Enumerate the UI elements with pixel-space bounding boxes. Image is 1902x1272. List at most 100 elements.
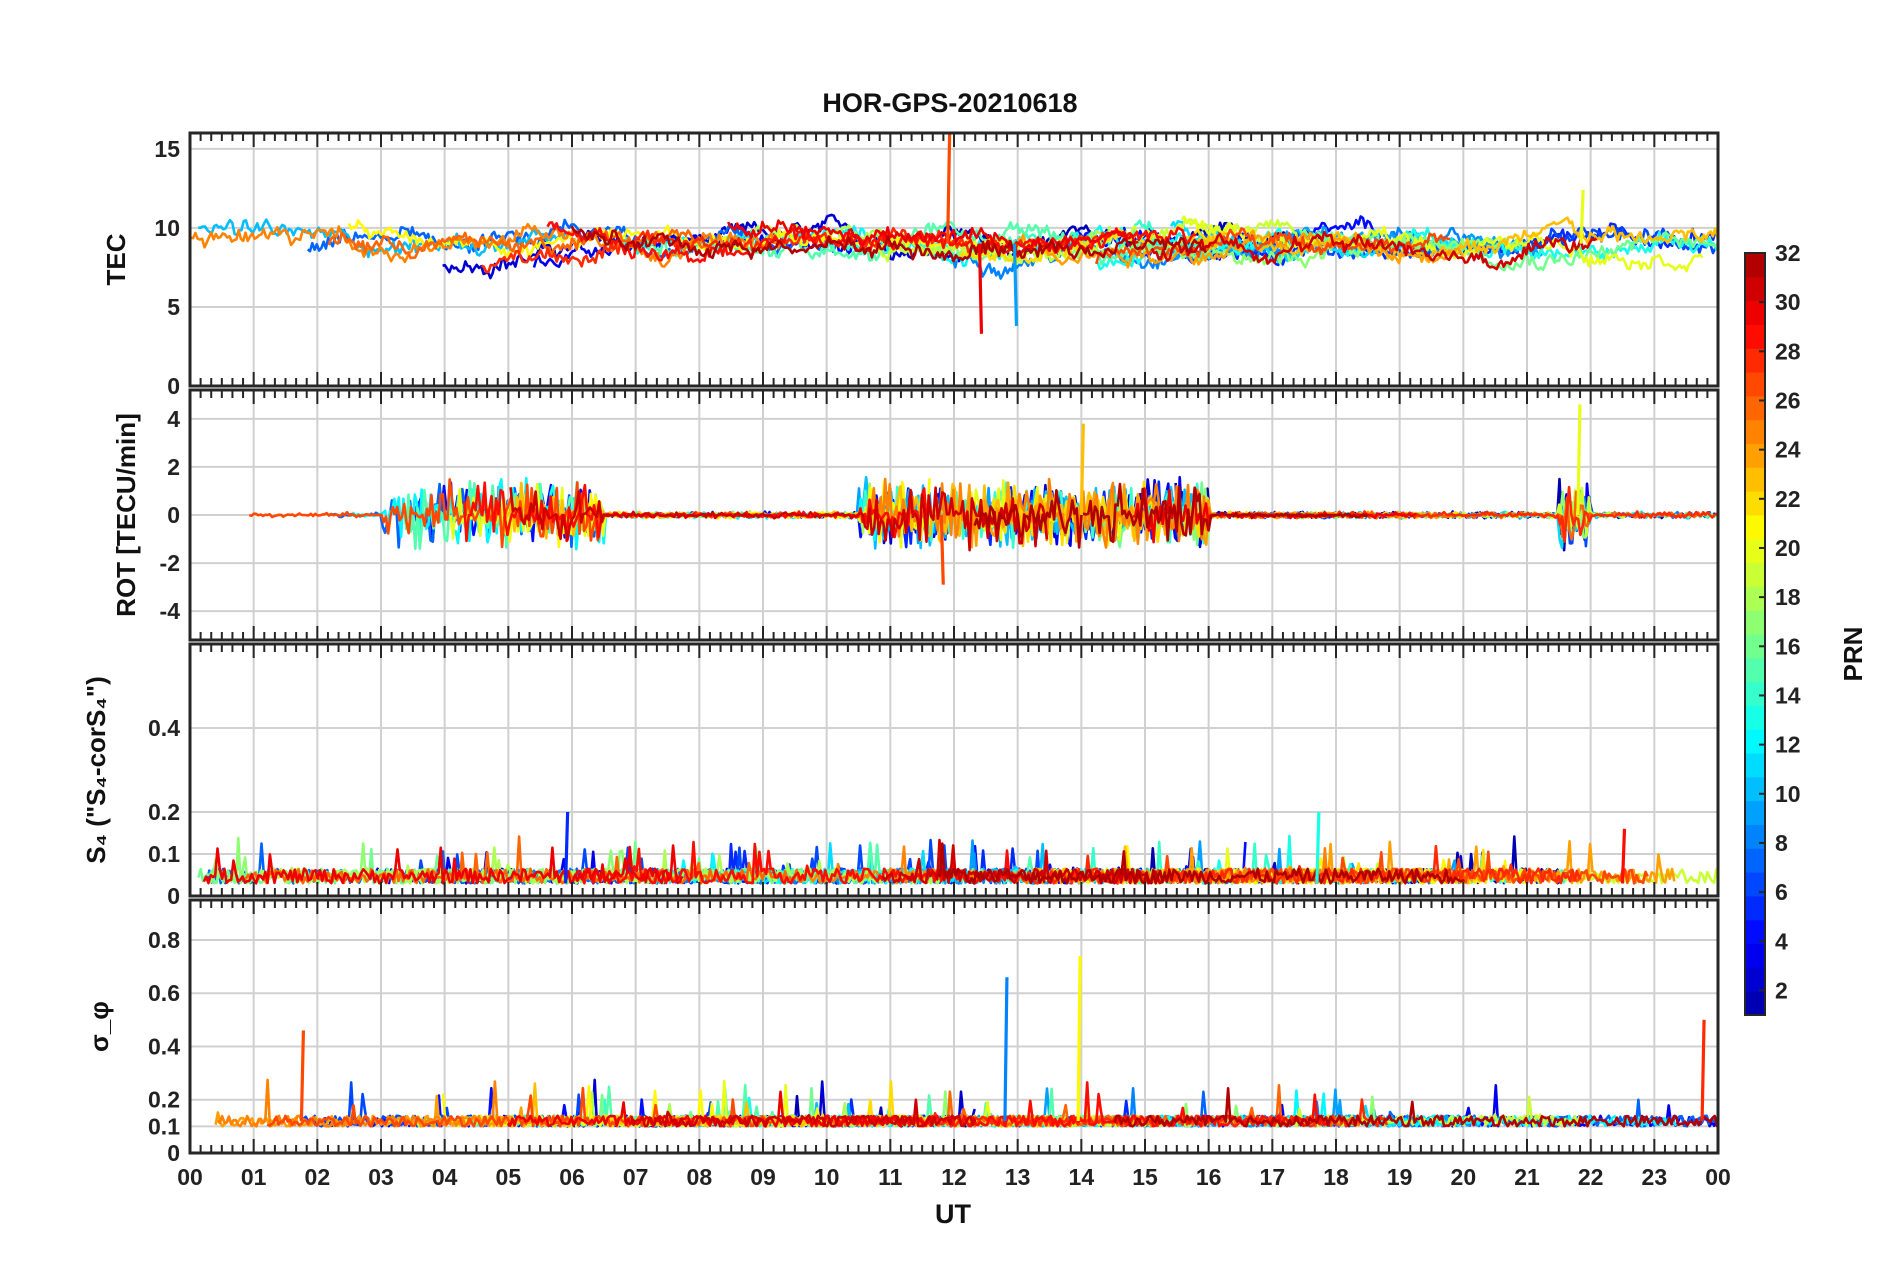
colorbar-segment xyxy=(1745,586,1765,611)
y-tick-label: 0 xyxy=(167,883,180,909)
x-tick-label: 05 xyxy=(496,1164,522,1190)
colorbar-tick-label: 4 xyxy=(1775,928,1788,954)
notable-spike-prn-20 xyxy=(1576,404,1582,516)
prn-28-line xyxy=(911,1098,1389,1128)
colorbar-tick-label: 22 xyxy=(1775,486,1801,512)
y-tick-label: 0 xyxy=(167,502,180,528)
colorbar-segment xyxy=(1745,753,1765,778)
panel-sigma_phi: 00.10.2 0.4 0.6 0.8 σ_φ xyxy=(84,898,1720,1166)
x-tick-label: 12 xyxy=(941,1164,967,1190)
prn-24-line xyxy=(214,1094,568,1128)
x-tick-label: 15 xyxy=(1132,1164,1158,1190)
x-tick-label: 18 xyxy=(1323,1164,1349,1190)
notable-spike-prn-21 xyxy=(1076,955,1082,1122)
colorbar-tick-label: 8 xyxy=(1775,830,1788,856)
colorbar-tick-label: 16 xyxy=(1775,633,1801,659)
notable-spike-prn-8 xyxy=(1003,977,1009,1122)
x-tick-label: 06 xyxy=(559,1164,585,1190)
series-group xyxy=(190,133,1718,334)
x-tick-label: 02 xyxy=(305,1164,331,1190)
x-tick-label: 14 xyxy=(1069,1164,1095,1190)
colorbar-segment xyxy=(1745,848,1765,873)
prn-32-line xyxy=(1113,1087,1718,1128)
panel-rot: -4 -2 0 2 4 ROT [TECU/min] xyxy=(111,388,1720,642)
chart-title: HOR-GPS-20210618 xyxy=(822,88,1077,118)
y-tick-label: 0.1 xyxy=(148,841,180,867)
y-tick-label: 0.2 xyxy=(148,799,180,825)
prn-26-line xyxy=(327,228,712,260)
colorbar-tick-label: 2 xyxy=(1775,977,1788,1003)
prn-28-line xyxy=(997,844,1582,885)
x-tick-label: 13 xyxy=(1005,1164,1031,1190)
colorbar-segment xyxy=(1745,348,1765,373)
colorbar-segment xyxy=(1745,967,1765,992)
prn-18-line xyxy=(561,482,881,536)
colorbar-segment xyxy=(1745,872,1765,897)
notable-spike-prn-29 xyxy=(1620,828,1627,884)
y-tick-label: 0.4 xyxy=(148,1033,180,1059)
colorbar-tick-label: 28 xyxy=(1775,338,1801,364)
notable-spike-prn-9 xyxy=(1012,243,1019,326)
colorbar-segment xyxy=(1745,991,1765,1016)
colorbar-segment xyxy=(1745,705,1765,730)
colorbar-tick-label: 32 xyxy=(1775,240,1801,266)
x-tick-label: 04 xyxy=(432,1164,458,1190)
colorbar-segment xyxy=(1745,419,1765,444)
x-tick-label: 00 xyxy=(1705,1164,1731,1190)
colorbar-segment xyxy=(1745,514,1765,540)
prn-32-line xyxy=(937,842,1465,885)
prn-31-line xyxy=(509,486,1049,552)
prn-26-line xyxy=(242,835,805,885)
colorbar-segment xyxy=(1745,562,1765,587)
colorbar-segment xyxy=(1745,729,1765,754)
y-tick-label: 0.8 xyxy=(148,927,180,953)
prn-20-line xyxy=(1180,215,1704,273)
y-tick-label: 0 xyxy=(167,373,180,399)
series-group xyxy=(197,811,1718,885)
panel-s4: 0 0.1 0.2 0.4 S₄ ("S₄-corS₄") xyxy=(81,642,1720,909)
x-tick-label: 19 xyxy=(1387,1164,1413,1190)
y-tick-label: 0.2 xyxy=(148,1087,180,1113)
colorbar-tick-label: 14 xyxy=(1775,682,1801,708)
colorbar-segment xyxy=(1745,776,1765,802)
colorbar-tick-label: 24 xyxy=(1775,437,1801,463)
y-tick-label: 0 xyxy=(167,1140,180,1166)
colorbar-segment xyxy=(1745,276,1765,302)
prn-31-line xyxy=(630,1098,977,1128)
notable-spike-prn-28 xyxy=(1700,1019,1706,1122)
prn-25-line xyxy=(216,1078,506,1128)
y-axis-label: σ_φ xyxy=(84,1001,114,1052)
y-tick-label: 2 xyxy=(167,454,180,480)
colorbar-tick-label: 12 xyxy=(1775,732,1801,758)
notable-spike-prn-30 xyxy=(977,243,984,334)
y-axis-label: TEC xyxy=(101,233,131,285)
notable-spike-prn-27 xyxy=(939,514,945,585)
colorbar-segment xyxy=(1745,943,1765,968)
colorbar-segment xyxy=(1745,324,1765,349)
x-tick-label: 11 xyxy=(878,1164,903,1190)
prn-32-line xyxy=(570,225,1208,263)
notable-spike-prn-13 xyxy=(1315,811,1321,884)
x-tick-label: 08 xyxy=(687,1164,713,1190)
colorbar-tick-label: 26 xyxy=(1775,387,1801,413)
notable-spike-prn-27 xyxy=(946,133,952,244)
x-tick-label: 23 xyxy=(1642,1164,1668,1190)
series-group xyxy=(248,404,1718,585)
y-tick-label: 0.1 xyxy=(148,1113,180,1139)
colorbar-segment xyxy=(1745,610,1765,635)
y-tick-label: 10 xyxy=(154,215,180,241)
colorbar-segment xyxy=(1745,372,1765,397)
prn-32-line xyxy=(973,482,1368,549)
x-tick-label: 03 xyxy=(368,1164,394,1190)
series-group xyxy=(214,955,1718,1128)
y-axis-label: ROT [TECU/min] xyxy=(111,413,141,617)
x-tick-label: 16 xyxy=(1196,1164,1222,1190)
colorbar-tick-label: 10 xyxy=(1775,781,1801,807)
prn-31-line xyxy=(881,838,1163,885)
x-tick-label: 01 xyxy=(241,1164,267,1190)
colorbar-segment xyxy=(1745,895,1765,921)
colorbar-segment xyxy=(1745,657,1765,683)
notable-spike-prn-5 xyxy=(564,811,570,884)
